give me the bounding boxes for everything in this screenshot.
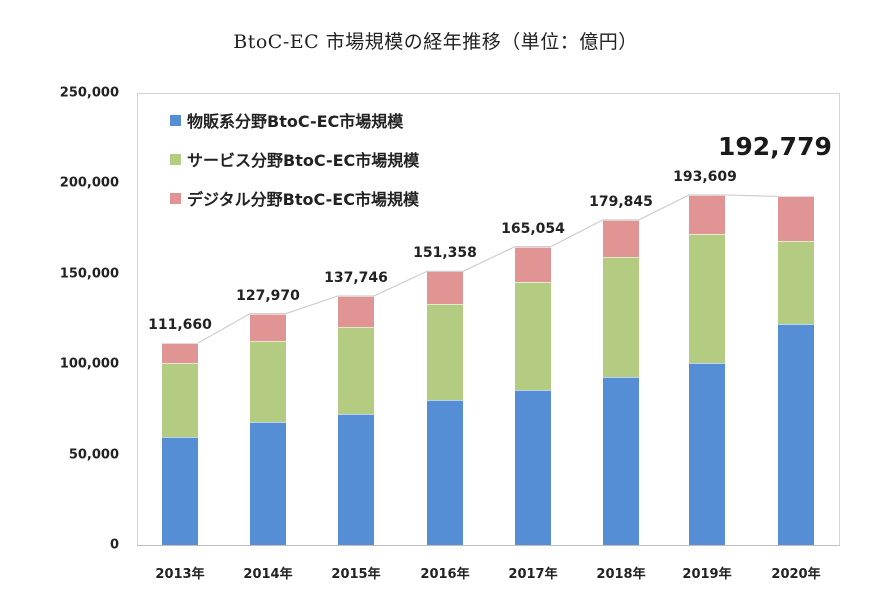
bar-2017年 xyxy=(515,246,551,545)
bar-2019年 xyxy=(689,194,725,545)
bar-segment-digital xyxy=(427,271,463,304)
bar-segment-goods xyxy=(250,421,286,545)
bar-segment-digital xyxy=(689,194,725,234)
highlight-total-label: 192,779 xyxy=(718,132,832,161)
bar-segment-digital xyxy=(603,219,639,257)
legend-item-digital: デジタル分野BtoC-EC市場規模 xyxy=(170,188,419,209)
bar-segment-digital xyxy=(162,343,198,364)
x-tick-label: 2018年 xyxy=(596,567,646,582)
legend-item-services: サービス分野BtoC-EC市場規模 xyxy=(170,149,420,170)
total-value-label: 137,746 xyxy=(324,269,388,286)
bar-segment-goods xyxy=(515,389,551,545)
bar-segment-services xyxy=(689,233,725,364)
bar-segment-services xyxy=(778,241,814,324)
y-tick-label: 100,000 xyxy=(59,356,119,372)
bar-2016年 xyxy=(427,271,463,545)
chart-title: BtoC-EC 市場規模の経年推移（単位：億円） xyxy=(233,31,638,53)
x-tick-label: 2014年 xyxy=(243,567,293,582)
y-tick-label: 50,000 xyxy=(68,447,119,463)
legend-label-services: サービス分野BtoC-EC市場規模 xyxy=(187,151,420,170)
bar-2018年 xyxy=(603,219,639,545)
total-value-label: 179,845 xyxy=(589,193,653,210)
legend-item-goods: 物販系分野BtoC-EC市場規模 xyxy=(170,110,419,131)
total-value-label: 111,660 xyxy=(148,317,212,334)
legend-swatch-digital xyxy=(170,192,181,204)
legend-swatch-goods xyxy=(170,114,181,126)
bar-2013年 xyxy=(162,343,198,545)
plot-area xyxy=(137,93,840,545)
bar-2014年 xyxy=(250,313,286,545)
bar-segment-goods xyxy=(778,323,814,545)
bar-segment-digital xyxy=(778,196,814,242)
bar-segment-services xyxy=(603,256,639,377)
x-tick-label: 2015年 xyxy=(331,567,381,582)
bar-segment-goods xyxy=(689,363,725,545)
x-axis-line xyxy=(137,545,840,546)
bar-segment-goods xyxy=(338,414,374,545)
y-tick-label: 0 xyxy=(109,537,119,553)
y-tick-label: 250,000 xyxy=(59,85,119,101)
bar-segment-digital xyxy=(338,295,374,327)
bar-segment-services xyxy=(427,303,463,401)
bar-2020年 xyxy=(778,196,814,545)
bar-2015年 xyxy=(338,295,374,545)
y-tick-label: 200,000 xyxy=(59,175,119,191)
bar-segment-digital xyxy=(250,313,286,341)
bar-segment-services xyxy=(162,363,198,437)
legend-label-goods: 物販系分野BtoC-EC市場規模 xyxy=(187,112,404,131)
x-tick-label: 2016年 xyxy=(420,567,470,582)
bar-segment-digital xyxy=(515,246,551,282)
bar-segment-goods xyxy=(162,436,198,545)
x-tick-label: 2017年 xyxy=(508,567,558,582)
total-value-label: 165,054 xyxy=(501,220,565,237)
legend-label-digital: デジタル分野BtoC-EC市場規模 xyxy=(187,190,419,209)
x-tick-label: 2020年 xyxy=(771,567,821,582)
legend-swatch-services xyxy=(170,153,181,165)
bar-segment-services xyxy=(250,341,286,422)
bar-segment-services xyxy=(515,281,551,390)
x-tick-label: 2013年 xyxy=(155,567,205,582)
bar-segment-goods xyxy=(603,376,639,545)
y-tick-label: 150,000 xyxy=(59,266,119,282)
bar-segment-services xyxy=(338,326,374,415)
legend: 物販系分野BtoC-EC市場規模 サービス分野BtoC-EC市場規模 デジタル分… xyxy=(170,110,419,227)
total-value-label: 127,970 xyxy=(236,287,300,304)
x-tick-label: 2019年 xyxy=(682,567,732,582)
total-value-label: 151,358 xyxy=(413,245,477,262)
total-value-label: 193,609 xyxy=(673,168,737,185)
bar-segment-goods xyxy=(427,400,463,545)
